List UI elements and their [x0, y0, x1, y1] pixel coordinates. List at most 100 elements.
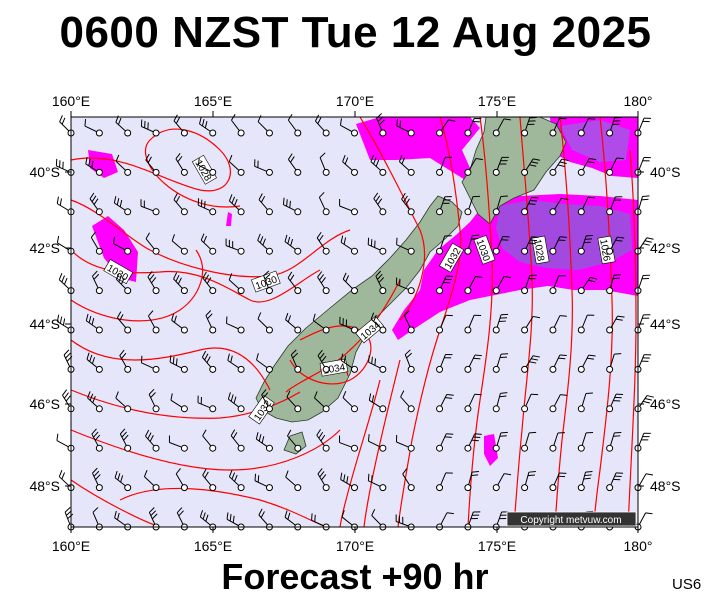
- wind-barb-feather: [92, 396, 96, 403]
- wind-barb-feather: [471, 474, 479, 477]
- wind-barb-station: [209, 405, 217, 413]
- wind-barb-feather: [227, 392, 231, 400]
- wind-barb-station: [606, 129, 614, 137]
- wind-barb-feather: [259, 236, 264, 243]
- wind-barb-station: [152, 444, 160, 452]
- wind-barb-feather: [87, 391, 91, 399]
- wind-barb-station: [577, 208, 585, 216]
- wind-barb-feather: [589, 158, 597, 161]
- wind-barb-station: [577, 326, 585, 334]
- lon-label: 160°E: [52, 93, 90, 109]
- wind-barb-feather: [92, 467, 98, 474]
- wind-barb-feather: [119, 199, 123, 207]
- wind-barb-station: [265, 129, 273, 137]
- wind-barb-feather: [258, 508, 263, 516]
- wind-barb-feather: [114, 510, 117, 518]
- wind-barb-station: [180, 129, 188, 137]
- lon-label: 170°E: [336, 93, 374, 109]
- wind-barb-station: [436, 129, 444, 137]
- wind-barb-feather: [202, 512, 206, 520]
- wind-barb-station: [124, 168, 132, 176]
- wind-barb-station: [152, 326, 160, 334]
- wind-barb-feather: [199, 510, 204, 518]
- wind-barb-station: [521, 484, 529, 492]
- wind-barb-feather: [340, 472, 343, 480]
- wind-barb-feather: [403, 195, 408, 203]
- wind-barb-station: [606, 326, 614, 334]
- wind-barb-feather: [231, 472, 236, 480]
- wind-barb-feather: [559, 315, 567, 317]
- wind-barb-station: [549, 484, 557, 492]
- wind-barb-station: [351, 365, 358, 373]
- wind-barb-station: [95, 168, 103, 176]
- model-code: US6: [672, 576, 702, 593]
- wind-barb-feather: [234, 199, 238, 206]
- wind-barb-station: [379, 365, 387, 373]
- wind-barb-feather: [590, 276, 598, 280]
- wind-barb-feather: [500, 195, 508, 197]
- wind-barb-feather: [115, 154, 120, 162]
- isobar-labels: 1028 1030 1030 1032 1030 1028 1026 1034 …: [103, 154, 616, 425]
- wind-barb-station: [492, 405, 500, 413]
- wind-barb-station: [180, 287, 188, 295]
- wind-barb-feather: [90, 231, 97, 238]
- wind-barb-feather: [202, 468, 207, 476]
- wind-barb-station: [549, 247, 557, 255]
- wind-barb-feather: [473, 436, 481, 439]
- wind-barb-feather: [205, 310, 212, 316]
- wind-barb-feather: [67, 513, 74, 520]
- wind-barb-station: [95, 287, 103, 295]
- wind-barb-feather: [474, 433, 482, 435]
- wind-barb-station: [407, 129, 415, 137]
- lon-label: 165°E: [194, 93, 232, 109]
- wind-barb-feather: [197, 158, 200, 166]
- wind-barb-feather: [260, 511, 265, 518]
- wind-barb-feather: [375, 270, 382, 277]
- wind-barb-feather: [201, 119, 205, 127]
- wind-barb-feather: [121, 352, 127, 359]
- lat-label: 42°S: [650, 240, 681, 256]
- wind-barb-feather: [339, 118, 342, 126]
- wind-barb-feather: [258, 434, 262, 442]
- wind-barb-feather: [401, 157, 406, 165]
- wind-barb-feather: [398, 154, 403, 162]
- wind-barb-station: [549, 208, 557, 216]
- wind-barb-station: [521, 247, 529, 255]
- wind-barb-feather: [63, 277, 68, 285]
- wind-barb-station: [209, 287, 217, 295]
- wind-barb-feather: [317, 349, 323, 356]
- wind-barb-feather: [532, 315, 541, 319]
- wind-barb-station: [322, 208, 330, 216]
- wind-barb-feather: [260, 195, 266, 203]
- wind-barb-feather: [286, 390, 291, 398]
- wind-barb-station: [265, 247, 273, 255]
- wind-barb-station: [577, 365, 585, 373]
- wind-barb-feather: [445, 397, 453, 399]
- wind-barb-feather: [318, 431, 324, 439]
- wind-barb-station: [577, 168, 585, 176]
- forecast-label: Forecast +90 hr: [221, 556, 489, 597]
- wind-barb-feather: [91, 428, 97, 435]
- wind-barb-feather: [171, 234, 175, 242]
- wind-barb-feather: [113, 196, 117, 204]
- isobar-label: 1034: [322, 362, 346, 377]
- wind-barb-station: [124, 326, 132, 334]
- wind-barb-station: [209, 484, 217, 492]
- wind-barb-station: [152, 484, 160, 492]
- wind-barb-station: [606, 168, 614, 176]
- wind-barb-feather: [121, 431, 127, 438]
- wind-barb-station: [407, 247, 415, 255]
- wind-barb-station: [606, 208, 614, 216]
- wind-barb-feather: [64, 507, 71, 513]
- wind-barb-station: [351, 208, 358, 216]
- wind-barb-feather: [344, 157, 349, 165]
- wind-barb-feather: [396, 118, 398, 127]
- wind-barb-feather: [367, 434, 370, 442]
- wind-barb-station: [577, 247, 585, 255]
- wind-barb-station: [265, 484, 273, 492]
- wind-barb-feather: [93, 273, 100, 280]
- wind-barb-feather: [370, 154, 374, 162]
- lon-label: 175°E: [478, 93, 516, 109]
- wind-barb-feather: [282, 197, 285, 205]
- wind-barb-station: [379, 247, 387, 255]
